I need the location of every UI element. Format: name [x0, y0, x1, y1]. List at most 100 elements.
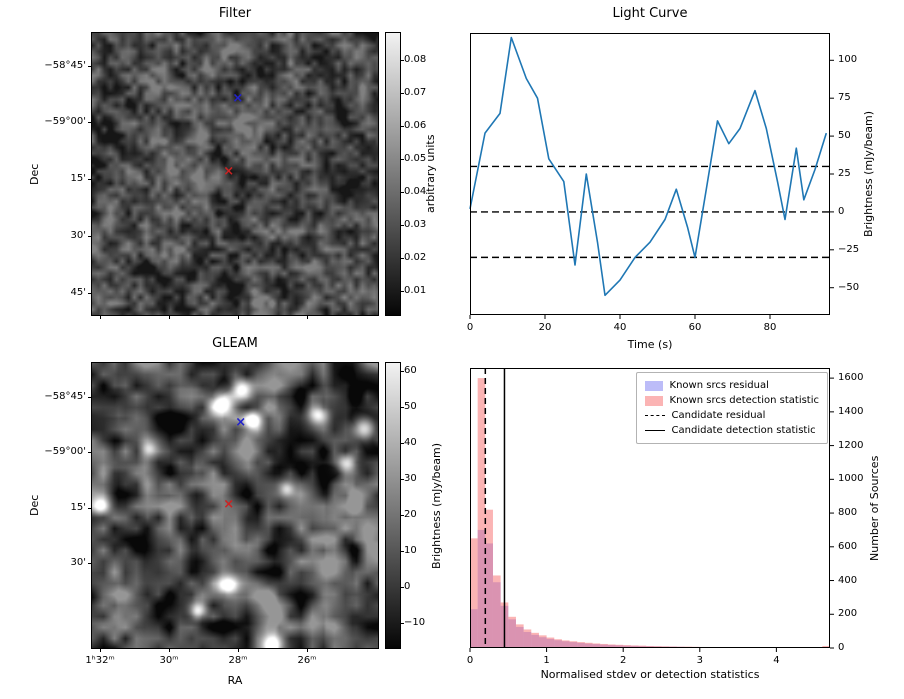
tick-label: 1: [543, 655, 550, 666]
tick-mark: [400, 60, 404, 61]
blue-x-marker: ×: [235, 414, 247, 430]
hist-bar: [638, 645, 647, 648]
red-x-marker: ×: [223, 163, 235, 179]
tick-label: 20: [538, 322, 552, 333]
legend-label: Known srcs detection statistic: [669, 395, 819, 406]
legend-label: Known srcs residual: [669, 380, 769, 391]
tick-label: −59°00': [44, 446, 86, 457]
hist-bar: [584, 642, 593, 648]
tick-mark: [100, 315, 101, 319]
red-x-marker: ×: [223, 496, 235, 512]
tick-label: 26ᵐ: [297, 655, 317, 666]
tick-mark: [88, 236, 92, 237]
light-curve-plot: [469, 33, 834, 319]
gleam-image: × ×: [91, 362, 379, 649]
histogram-plot: [469, 368, 834, 652]
tick-label: 200: [838, 608, 858, 620]
tick-mark: [400, 192, 404, 193]
legend-item-residual: Known srcs residual: [644, 378, 819, 393]
hist-bar: [470, 538, 478, 648]
tick-label: −25: [838, 243, 860, 255]
hist-bar: [577, 642, 585, 648]
legend-dashed-line-swatch: [644, 415, 665, 416]
tick-mark: [400, 479, 404, 480]
hist-bar: [607, 644, 616, 648]
tick-label: 80: [763, 322, 777, 333]
tick-label: 0.02: [404, 252, 427, 263]
hist-bar: [822, 645, 830, 648]
filter-image: × ×: [91, 32, 379, 316]
legend-item-detection: Known srcs detection statistic: [644, 393, 819, 408]
tick-label: 0: [466, 655, 474, 666]
tick-label: 75: [838, 92, 851, 104]
light-curve-xlabel: Time (s): [627, 338, 673, 351]
legend-solid-line-swatch: [644, 430, 665, 431]
hist-bar: [492, 575, 501, 648]
tick-mark: [307, 648, 308, 652]
tick-label: 50: [838, 130, 851, 142]
tick-label: 100: [838, 54, 858, 66]
gleam-xlabel: RA: [227, 674, 243, 687]
tick-label: 0.06: [404, 120, 427, 131]
legend-swatch-detection: [644, 395, 663, 406]
tick-mark: [88, 508, 92, 509]
filter-colorbar-label: arbitrary units: [424, 134, 437, 214]
tick-label: 3: [696, 655, 703, 666]
blue-x-marker: ×: [232, 91, 244, 107]
filter-colorbar: [385, 32, 401, 316]
tick-mark: [88, 452, 92, 453]
tick-mark: [169, 315, 170, 319]
tick-label: 0: [838, 642, 845, 653]
tick-mark: [238, 315, 239, 319]
tick-mark: [400, 587, 404, 588]
tick-label: 30': [70, 230, 86, 241]
tick-label: 1600: [838, 372, 864, 384]
tick-label: 30': [70, 557, 86, 568]
plot-border: [470, 33, 830, 315]
tick-label: 30ᵐ: [159, 655, 179, 666]
tick-label: 40: [613, 322, 627, 333]
tick-label: 60: [404, 365, 417, 376]
tick-mark: [100, 648, 101, 652]
tick-label: 400: [838, 574, 858, 586]
tick-mark: [400, 225, 404, 226]
tick-mark: [238, 648, 239, 652]
filter-image-canvas: [92, 33, 378, 315]
tick-label: 10: [404, 545, 417, 556]
tick-mark: [307, 315, 308, 319]
tick-mark: [400, 258, 404, 259]
tick-label: 0: [466, 322, 474, 333]
tick-label: 0.01: [404, 285, 427, 296]
tick-mark: [400, 551, 404, 552]
tick-label: 1000: [838, 473, 864, 485]
tick-label: 40: [404, 437, 417, 448]
hist-bar: [569, 641, 578, 648]
hist-bar: [623, 645, 631, 648]
tick-label: 15': [70, 502, 86, 513]
tick-mark: [400, 623, 404, 624]
hist-bar: [546, 637, 555, 648]
hist-bar: [600, 643, 608, 648]
hist-bar: [630, 645, 639, 648]
tick-label: 50: [404, 401, 417, 412]
tick-label: 0: [838, 205, 845, 217]
tick-label: 800: [838, 507, 858, 519]
light-curve-title: Light Curve: [612, 6, 688, 21]
gleam-image-canvas: [92, 363, 378, 648]
tick-label: −10: [404, 617, 426, 628]
gleam-colorbar: [385, 362, 401, 649]
tick-mark: [88, 563, 92, 564]
tick-mark: [88, 397, 92, 398]
hist-bar: [615, 644, 624, 648]
tick-mark: [169, 648, 170, 652]
tick-label: −50: [838, 281, 860, 293]
hist-bar: [515, 624, 524, 648]
tick-mark: [400, 93, 404, 94]
light-curve-line: [469, 36, 828, 297]
tick-mark: [400, 407, 404, 408]
tick-mark: [88, 179, 92, 180]
legend-item-candidate-detection: Candidate detection statistic: [644, 423, 819, 438]
tick-mark: [400, 291, 404, 292]
tick-label: 1ʰ32ᵐ: [85, 655, 115, 666]
